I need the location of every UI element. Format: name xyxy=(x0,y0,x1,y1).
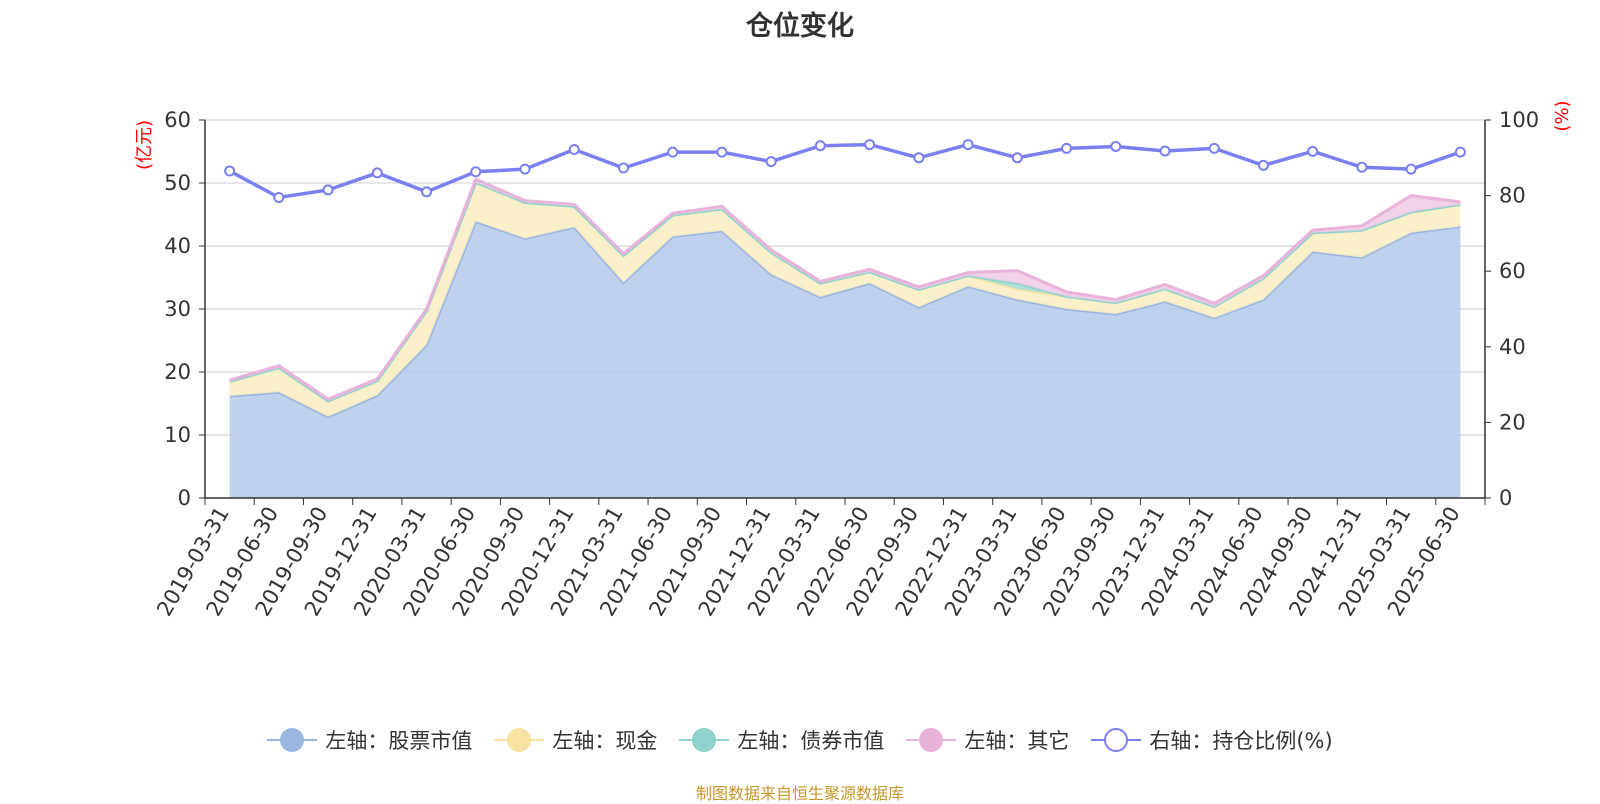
ratio-line-path xyxy=(228,142,1461,200)
ratio-point xyxy=(470,166,482,178)
ratio-point xyxy=(962,139,974,151)
ratio-point xyxy=(667,146,679,158)
left-tick-label: 10 xyxy=(164,423,191,447)
ratio-point xyxy=(1356,161,1368,173)
circle-icon xyxy=(494,727,545,753)
ratio-point xyxy=(716,146,728,158)
legend-item-stock[interactable]: 左轴：股票市值 xyxy=(267,725,472,755)
ratio-point xyxy=(1307,145,1319,157)
legend-dot xyxy=(919,728,944,752)
area-左轴：现金 xyxy=(229,182,1461,417)
legend-dot xyxy=(692,728,717,752)
legend-item-bond[interactable]: 左轴：债券市值 xyxy=(679,725,884,755)
right-tick-label: 80 xyxy=(1499,184,1526,208)
ratio-line xyxy=(224,139,1466,203)
left-tick-label: 60 xyxy=(164,108,191,132)
ratio-point xyxy=(273,191,285,203)
ratio-point xyxy=(617,162,629,174)
left-axis-unit-label: (亿元) xyxy=(134,120,155,170)
ratio-point xyxy=(421,186,433,198)
ratio-point xyxy=(1159,145,1171,157)
ratio-point xyxy=(224,165,236,177)
ratio-point xyxy=(371,167,383,179)
right-tick-label: 60 xyxy=(1499,259,1526,283)
ratio-point xyxy=(1110,140,1122,152)
right-tick-label: 20 xyxy=(1499,410,1526,434)
ratio-point xyxy=(519,163,531,175)
left-tick-label: 30 xyxy=(164,297,191,321)
left-tick-label: 40 xyxy=(164,234,191,258)
ratio-point xyxy=(1454,146,1466,158)
legend-label: 左轴：股票市值 xyxy=(325,729,473,753)
legend-item-cash[interactable]: 左轴：现金 xyxy=(494,725,657,755)
ratio-point xyxy=(568,143,580,155)
right-tick-label: 100 xyxy=(1499,108,1539,132)
legend-dot xyxy=(280,728,305,752)
ratio-point xyxy=(1011,152,1023,164)
ratio-point xyxy=(322,184,334,196)
legend-dot xyxy=(1104,728,1129,752)
ratio-point xyxy=(1257,159,1269,171)
ratio-point xyxy=(1208,142,1220,154)
source-note: 制图数据来自恒生聚源数据库 xyxy=(695,784,904,803)
left-tick-label: 50 xyxy=(164,171,191,195)
ratio-point xyxy=(913,152,925,164)
stacked-areas xyxy=(229,177,1461,498)
left-tick-label: 0 xyxy=(178,486,191,510)
right-tick-label: 0 xyxy=(1499,486,1512,510)
chart-title: 仓位变化 xyxy=(746,11,854,42)
ratio-point xyxy=(864,139,876,151)
legend-label: 左轴：债券市值 xyxy=(737,729,885,753)
left-tick-label: 20 xyxy=(164,360,191,384)
legend-label: 左轴：现金 xyxy=(552,729,658,753)
ratio-point xyxy=(814,140,826,152)
area-line-左轴：其它 xyxy=(229,177,1461,401)
circle-icon xyxy=(906,727,957,753)
ratio-point xyxy=(765,156,777,168)
circle-icon xyxy=(679,727,730,753)
legend-item-ratio[interactable]: 右轴：持仓比例(%) xyxy=(1091,725,1333,755)
area-左轴：股票市值 xyxy=(229,221,1461,498)
legend-dot xyxy=(507,728,532,752)
legend-label: 左轴：其它 xyxy=(964,729,1070,753)
ratio-point xyxy=(1061,142,1073,154)
legend: 左轴：股票市值 左轴：现金 左轴：债券市值 左轴：其它 右轴：持仓比例(%) xyxy=(0,720,1600,760)
ratio-point xyxy=(1405,163,1417,175)
legend-item-other[interactable]: 左轴：其它 xyxy=(906,725,1069,755)
circle-icon xyxy=(267,727,318,753)
right-tick-label: 40 xyxy=(1499,335,1526,359)
right-axis-unit-label: (%) xyxy=(1552,100,1573,131)
legend-label: 右轴：持仓比例(%) xyxy=(1149,729,1333,753)
hollow-circle-icon xyxy=(1091,727,1142,753)
